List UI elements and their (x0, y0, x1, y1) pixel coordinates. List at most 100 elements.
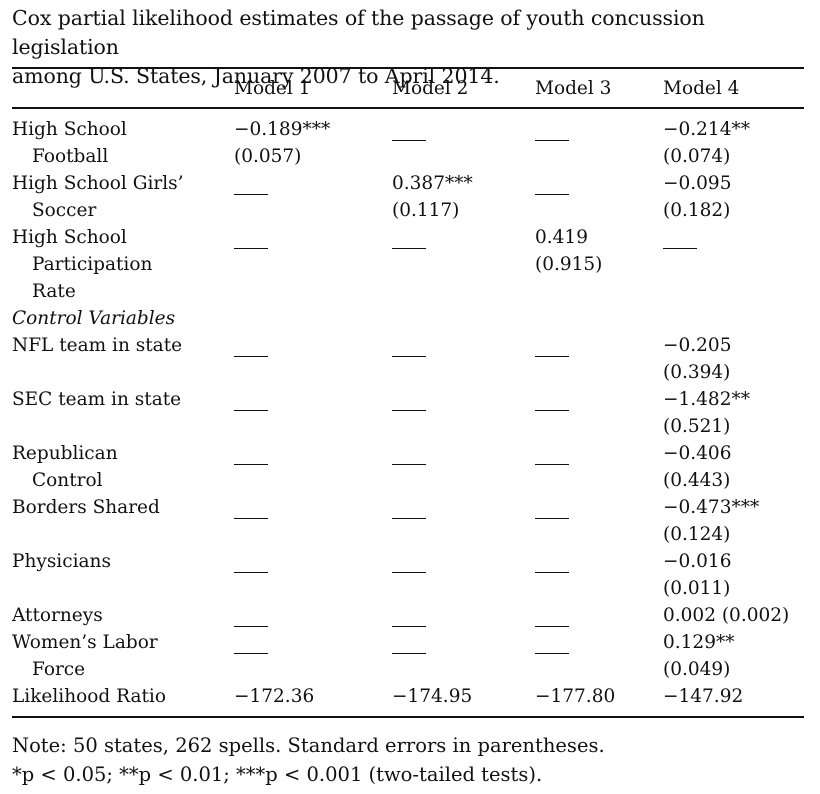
column-header-model-1: Model 1 (234, 78, 311, 99)
table-row: Likelihood Ratio −172.36 −174.95 −177.80 −14… (12, 683, 804, 710)
row-label-line: SEC team in state (12, 389, 182, 410)
row-label-line: Soccer (32, 200, 97, 221)
coefficient: −0.189*** (234, 119, 331, 140)
model-1-cell: −172.36 (234, 683, 392, 710)
coefficient: −0.406 (663, 443, 732, 464)
model-2-cell (392, 386, 535, 440)
caption-line-1: Cox partial likelihood estimates of the … (12, 6, 705, 59)
bottom-rule (12, 716, 804, 718)
empty-dash (535, 116, 569, 143)
model-2-cell (392, 305, 535, 332)
model-3-cell (535, 332, 663, 386)
coefficient: −0.095 (663, 173, 732, 194)
model-2-cell (392, 332, 535, 386)
table-row: Borders Shared −0.473*** (0.124) (12, 494, 804, 548)
table-row: High School Football −0.189*** (0.057) −0.21… (12, 116, 804, 170)
row-label-line: Women’s Labor (12, 632, 158, 653)
empty-dash (392, 629, 426, 656)
standard-error: (0.049) (663, 659, 731, 680)
model-3-cell (535, 116, 663, 170)
row-label-line: Physicians (12, 551, 111, 572)
standard-error: (0.057) (234, 146, 302, 167)
standard-error: (0.011) (663, 578, 731, 599)
header-rule (12, 107, 804, 109)
table-note: Note: 50 states, 262 spells. Standard er… (12, 731, 812, 789)
model-1-cell (234, 386, 392, 440)
row-label-line: Borders Shared (12, 497, 160, 518)
table-row: High School Girls’ Soccer 0.387*** (0.117) −… (12, 170, 804, 224)
coefficient: −174.95 (392, 686, 473, 707)
row-label-line: Rate (32, 281, 76, 302)
row-label-line: Football (32, 146, 109, 167)
empty-dash (392, 224, 426, 251)
model-2-cell (392, 224, 535, 305)
model-4-cell: −1.482** (0.521) (663, 386, 804, 440)
standard-error: (0.124) (663, 524, 731, 545)
empty-dash (392, 602, 426, 629)
empty-dash (234, 224, 268, 251)
coefficient: −147.92 (663, 686, 744, 707)
empty-dash (234, 440, 268, 467)
row-label-line: High School (12, 227, 127, 248)
empty-dash (535, 494, 569, 521)
empty-dash (234, 332, 268, 359)
empty-dash (392, 494, 426, 521)
standard-error: (0.117) (392, 200, 460, 221)
model-3-cell (535, 602, 663, 629)
model-3-cell: −177.80 (535, 683, 663, 710)
empty-dash (234, 386, 268, 413)
model-2-cell (392, 602, 535, 629)
empty-dash (535, 170, 569, 197)
empty-dash (535, 602, 569, 629)
model-4-cell: −0.473*** (0.124) (663, 494, 804, 548)
coefficient: 0.387*** (392, 173, 473, 194)
model-4-cell: −0.205 (0.394) (663, 332, 804, 386)
empty-dash (234, 602, 268, 629)
standard-error: (0.182) (663, 200, 731, 221)
standard-error: (0.915) (535, 254, 603, 275)
empty-dash (392, 548, 426, 575)
model-4-cell: −0.095 (0.182) (663, 170, 804, 224)
coefficient: −0.016 (663, 551, 732, 572)
model-1-cell (234, 332, 392, 386)
empty-dash (234, 494, 268, 521)
empty-dash (392, 440, 426, 467)
row-label: High School Participation Rate (12, 224, 234, 305)
empty-dash (392, 386, 426, 413)
model-2-cell (392, 494, 535, 548)
row-label: SEC team in state (12, 386, 234, 440)
row-label-line: Control Variables (12, 308, 176, 329)
row-label: Republican Control (12, 440, 234, 494)
model-4-cell: −147.92 (663, 683, 804, 710)
table-row: NFL team in state −0.205 (0.394) (12, 332, 804, 386)
empty-dash (234, 170, 268, 197)
empty-dash (663, 224, 697, 251)
model-3-cell (535, 305, 663, 332)
row-label: Physicians (12, 548, 234, 602)
empty-dash (535, 629, 569, 656)
row-label: High School Football (12, 116, 234, 170)
standard-error: (0.443) (663, 470, 731, 491)
standard-error: (0.394) (663, 362, 731, 383)
empty-dash (535, 440, 569, 467)
model-2-cell: −174.95 (392, 683, 535, 710)
model-3-cell (535, 440, 663, 494)
results-table: High School Football −0.189*** (0.057) −0.21… (12, 116, 804, 710)
model-2-cell (392, 629, 535, 683)
model-3-cell (535, 170, 663, 224)
model-1-cell (234, 494, 392, 548)
model-3-cell (535, 548, 663, 602)
table-row: Physicians −0.016 (0.011) (12, 548, 804, 602)
row-label-line: Attorneys (12, 605, 103, 626)
model-4-cell: −0.406 (0.443) (663, 440, 804, 494)
table-row: Attorneys 0.002 (0.002) (12, 602, 804, 629)
column-header-model-4: Model 4 (663, 78, 740, 99)
row-label: NFL team in state (12, 332, 234, 386)
coefficient: 0.419 (535, 227, 588, 248)
coefficient: −172.36 (234, 686, 315, 707)
coefficient: −1.482** (663, 389, 750, 410)
empty-dash (392, 116, 426, 143)
model-4-cell: −0.214** (0.074) (663, 116, 804, 170)
table-row: Republican Control −0.406 (0.443) (12, 440, 804, 494)
coefficient: −0.205 (663, 335, 732, 356)
